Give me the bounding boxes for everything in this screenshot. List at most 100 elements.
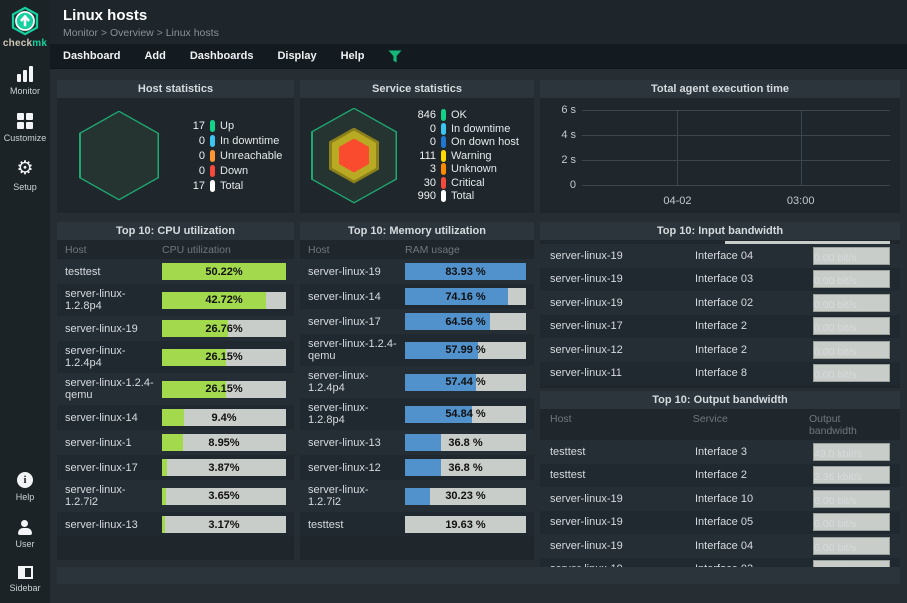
legend-row[interactable]: 30 Critical (406, 176, 524, 189)
table-row[interactable]: server-linux-12 Interface 2 0.00 bit/s (540, 338, 900, 362)
table-row[interactable]: server-linux-19 Interface 05 0.00 bit/s (540, 510, 900, 534)
column-ram-usage[interactable]: RAM usage (405, 244, 460, 256)
menu-help[interactable]: Help (340, 50, 365, 62)
column-host[interactable]: Host (550, 413, 572, 425)
legend-row[interactable]: 17 Total (175, 179, 284, 192)
menu-add[interactable]: Add (144, 50, 166, 62)
sidebar-item-setup[interactable]: ⚙ Setup (13, 159, 37, 192)
table-row[interactable]: server-linux-11 Interface 8 0.00 bit/s (540, 361, 900, 385)
host-name[interactable]: server-linux-19 (550, 516, 623, 529)
table-row[interactable]: server-linux-1.2.4-qemu 26.15% (57, 373, 294, 405)
table-row[interactable]: server-linux-13 36.8 % (300, 430, 534, 455)
service-name[interactable]: Interface 03 (695, 273, 754, 286)
service-name[interactable]: Interface 2 (695, 320, 747, 333)
service-name[interactable]: Interface 3 (695, 445, 747, 458)
table-row[interactable]: server-linux-14 74.16 % (300, 284, 534, 309)
legend-row[interactable]: 990 Total (406, 190, 524, 202)
table-row[interactable]: server-linux-1.2.7i2 30.23 % (300, 480, 534, 512)
legend-row[interactable]: 0 Down (175, 164, 284, 177)
host-name[interactable]: server-linux-12 (550, 343, 623, 356)
service-name[interactable]: Interface 2 (695, 343, 747, 356)
table-row[interactable]: testtest Interface 2 2.36 kbit/s (540, 463, 900, 487)
table-row[interactable]: server-linux-1.2.4p4 57.44 % (300, 366, 534, 398)
table-row[interactable]: server-linux-14 9.4% (57, 405, 294, 430)
host-name[interactable]: server-linux-19 (308, 265, 381, 278)
host-name[interactable]: server-linux-1.2.8p4 (65, 288, 126, 312)
table-row[interactable]: server-linux-19 Interface 04 0.00 bit/s (540, 534, 900, 558)
host-hexagon[interactable] (63, 110, 175, 201)
column-host[interactable]: Host (308, 244, 330, 256)
table-row[interactable]: server-linux-12 36.8 % (300, 455, 534, 480)
host-name[interactable]: server-linux-11 (550, 367, 622, 380)
host-name[interactable]: server-linux-1.2.4p4 (308, 370, 369, 394)
host-name[interactable]: server-linux-19 (550, 539, 623, 552)
host-name[interactable]: server-linux-13 (308, 436, 381, 449)
table-row[interactable]: server-linux-1.2.8p4 54.84 % (300, 398, 534, 430)
menu-display[interactable]: Display (277, 50, 317, 62)
legend-row[interactable]: 3 Unknown (406, 163, 524, 175)
table-row[interactable]: server-linux-1.2.4p4 26.15% (57, 341, 294, 373)
host-name[interactable]: server-linux-17 (308, 315, 381, 328)
host-name[interactable]: server-linux-1.2.7i2 (65, 484, 126, 508)
service-name[interactable]: Interface 2 (695, 469, 747, 482)
host-name[interactable]: server-linux-19 (550, 249, 623, 262)
host-name[interactable]: server-linux-1.2.8p4 (308, 402, 369, 426)
sidebar-item-sidebar-toggle[interactable]: Sidebar (9, 566, 41, 593)
table-row[interactable]: server-linux-17 3.87% (57, 455, 294, 480)
service-hexagon[interactable] (302, 107, 406, 204)
host-name[interactable]: server-linux-13 (65, 518, 138, 531)
host-name[interactable]: server-linux-1.2.4-qemu (65, 377, 154, 401)
host-name[interactable]: server-linux-17 (65, 461, 138, 474)
host-name[interactable]: server-linux-1 (65, 436, 132, 449)
table-row[interactable]: server-linux-19 83.93 % (300, 259, 534, 284)
host-name[interactable]: testtest (550, 445, 586, 458)
service-name[interactable]: Interface 02 (695, 296, 754, 309)
sidebar-item-user[interactable]: User (15, 519, 35, 549)
host-name[interactable]: server-linux-1.2.7i2 (308, 484, 369, 508)
table-row[interactable]: server-linux-13 3.17% (57, 512, 294, 537)
table-row[interactable]: server-linux-19 Interface 02 0.00 bit/s (540, 291, 900, 315)
table-row[interactable]: server-linux-1.2.7i2 3.65% (57, 480, 294, 512)
host-name[interactable]: testtest (65, 265, 101, 278)
table-row[interactable]: server-linux-19 Interface 10 0.00 bit/s (540, 487, 900, 511)
service-name[interactable]: Interface 8 (695, 367, 747, 380)
legend-row[interactable]: 0 Unreachable (175, 149, 284, 162)
filter-icon[interactable] (388, 50, 402, 63)
service-name[interactable]: Interface 10 (695, 492, 754, 505)
host-name[interactable]: testtest (308, 518, 344, 531)
agent-time-chart[interactable]: 6 s 4 s 2 s 0 04-02 03:00 (540, 98, 900, 213)
host-name[interactable]: server-linux-19 (550, 296, 623, 309)
column-host[interactable]: Host (65, 244, 87, 256)
column-cpu-utilization[interactable]: CPU utilization (162, 244, 231, 256)
host-name[interactable]: testtest (550, 469, 586, 482)
sidebar-item-help[interactable]: i Help (16, 472, 34, 502)
host-name[interactable]: server-linux-14 (65, 411, 138, 424)
host-name[interactable]: server-linux-12 (308, 461, 381, 474)
menu-dashboard[interactable]: Dashboard (63, 50, 121, 62)
table-row[interactable]: server-linux-1.2.8p4 42.72% (57, 284, 294, 316)
host-name[interactable]: server-linux-19 (550, 492, 623, 505)
service-name[interactable]: Interface 05 (695, 516, 754, 529)
legend-row[interactable]: 17 Up (175, 119, 284, 132)
legend-row[interactable]: 0 On down host (406, 136, 524, 148)
table-row[interactable]: server-linux-1.2.4-qemu 57.99 % (300, 334, 534, 366)
menu-dashboards[interactable]: Dashboards (189, 50, 254, 62)
service-name[interactable]: Interface 04 (695, 249, 754, 262)
table-row[interactable]: server-linux-17 64.56 % (300, 309, 534, 334)
host-name[interactable]: server-linux-19 (65, 322, 138, 335)
legend-row[interactable]: 0 In downtime (175, 134, 284, 147)
host-name[interactable]: server-linux-14 (308, 290, 381, 303)
table-row[interactable]: server-linux-19 26.76% (57, 316, 294, 341)
sidebar-item-monitor[interactable]: Monitor (10, 66, 40, 96)
checkmk-logo-icon[interactable] (8, 6, 42, 36)
column-output-bandwidth[interactable]: Output bandwidth (808, 413, 857, 437)
table-row[interactable]: testtest 50.22% (57, 259, 294, 284)
host-name[interactable]: server-linux-17 (550, 320, 623, 333)
legend-row[interactable]: 846 OK (406, 109, 524, 121)
host-name[interactable]: server-linux-1.2.4-qemu (308, 338, 397, 362)
legend-row[interactable]: 0 In downtime (406, 122, 524, 135)
host-name[interactable]: server-linux-19 (550, 273, 623, 286)
table-row[interactable]: server-linux-19 Interface 04 0.00 bit/s (540, 244, 900, 268)
table-row[interactable]: server-linux-17 Interface 2 0.00 bit/s (540, 314, 900, 338)
sidebar-item-customize[interactable]: Customize (4, 113, 46, 143)
